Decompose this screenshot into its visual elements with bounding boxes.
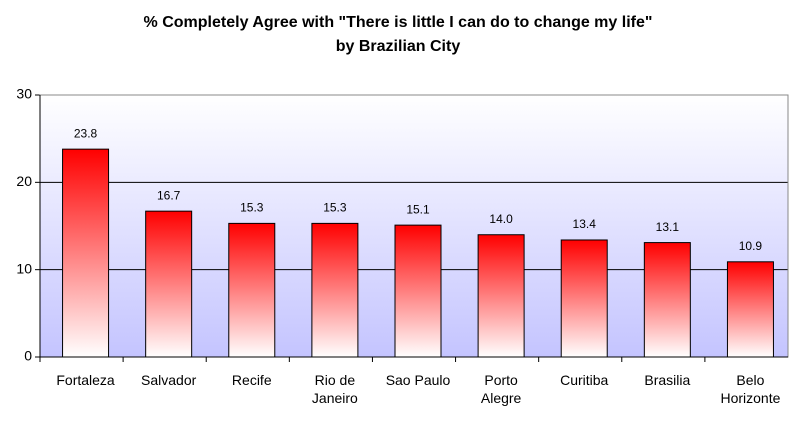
y-tick-label: 20 [16,173,32,189]
x-tick-label: Porto Alegre [480,372,522,406]
bar [643,242,691,358]
value-label: 15.3 [240,201,264,215]
chart-subtitle: by Brazilian City [336,38,461,55]
y-tick-label: 30 [16,86,32,102]
bar [560,239,608,358]
y-tick-label: 0 [24,348,32,364]
x-tick-label: Recife [231,372,272,388]
y-tick-label: 10 [16,260,32,276]
x-tick-label: Salvador [141,372,197,388]
x-tick-label: Fortaleza [56,372,115,388]
bar [145,210,193,358]
x-tick-label: Curitiba [560,372,609,388]
value-label: 23.8 [74,126,98,140]
bar [228,222,276,358]
bar [62,148,110,358]
bar [477,234,525,358]
value-label: 15.3 [323,201,347,215]
x-tick-label: Brasilia [644,372,691,388]
value-label: 10.9 [739,239,763,253]
bar [394,224,442,358]
value-label: 13.4 [573,217,597,231]
chart-title: % Completely Agree with "There is little… [144,14,653,31]
value-label: 15.1 [406,202,430,216]
x-tick-label: Rio de Janeiro [311,372,358,406]
x-tick-label: Belo Horizonte [720,372,781,406]
x-tick-label: Sao Paulo [385,372,451,388]
bar [311,222,359,358]
bar [726,261,774,358]
value-label: 13.1 [656,220,680,234]
value-label: 16.7 [157,188,181,202]
value-label: 14.0 [489,212,513,226]
